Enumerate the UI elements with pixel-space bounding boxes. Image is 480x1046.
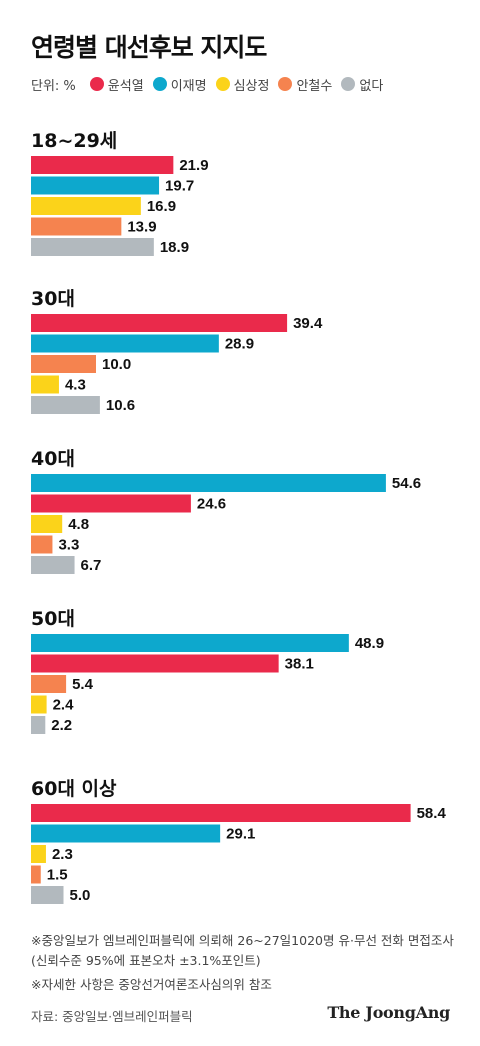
bar	[31, 396, 100, 414]
bar-value-label: 58.4	[417, 805, 447, 822]
bar-value-label: 4.8	[68, 516, 89, 533]
bar-value-label: 2.2	[51, 717, 72, 734]
group-label: 30대	[31, 288, 75, 310]
bar	[31, 716, 46, 734]
bar-value-label: 1.5	[47, 867, 68, 884]
legend-label: 없다	[359, 78, 384, 94]
bar	[31, 675, 67, 693]
bar-value-label: 19.7	[165, 178, 194, 195]
bar	[31, 474, 386, 492]
chart-title: 연령별 대선후보 지지도	[31, 33, 267, 62]
bar-value-label: 3.3	[58, 537, 79, 554]
bar	[31, 238, 154, 256]
bar-chart: 18~29세 21.9 19.7 16.9 13.918.9 30대 39.4 28.9 10.…	[31, 130, 447, 904]
legend-swatch	[89, 77, 104, 91]
legend-swatch	[341, 77, 356, 91]
bar-value-label: 5.0	[70, 887, 91, 904]
brand-logo: The JoongAng	[327, 1003, 450, 1022]
bar-value-label: 38.1	[285, 656, 314, 673]
footnotes: ※중앙일보가 엠브레인퍼블릭에 의뢰해 26~27일1020명 유·무선 전화 …	[31, 931, 461, 995]
legend-item-yoon: 윤석열	[89, 75, 144, 94]
bar	[31, 824, 221, 843]
bar-value-label: 10.0	[102, 356, 131, 373]
legend-swatch	[278, 77, 293, 91]
bar-value-label: 18.9	[160, 239, 189, 256]
bar	[31, 355, 96, 373]
bar-value-label: 13.9	[127, 219, 156, 236]
bar-value-label: 39.4	[293, 315, 323, 332]
bar-value-label: 5.4	[72, 676, 94, 693]
legend-item-sim: 심상정	[215, 75, 270, 94]
legend-swatch	[215, 77, 230, 91]
legend-label: 심상정	[233, 78, 270, 94]
legend-item-none: 없다	[341, 75, 383, 94]
bar	[31, 804, 411, 822]
legend: 단위: % 윤석열 이재명 심상정 안철수 없다	[31, 73, 392, 95]
bar	[31, 535, 53, 554]
legend-label: 안철수	[296, 78, 333, 94]
group-label: 50대	[31, 608, 75, 630]
bar-value-label: 48.9	[355, 635, 384, 652]
group-label: 40대	[31, 448, 75, 470]
legend-label: 윤석열	[107, 78, 144, 94]
bar-value-label: 16.9	[147, 198, 176, 215]
bar-value-label: 28.9	[225, 336, 254, 353]
bar	[31, 556, 75, 574]
bar	[31, 865, 41, 884]
unit-label: 단위: %	[31, 78, 76, 94]
legend-item-ahn: 안철수	[278, 75, 332, 94]
bar	[31, 515, 63, 533]
bar-value-label: 2.4	[53, 697, 75, 714]
bar	[31, 334, 219, 353]
bar	[31, 845, 46, 863]
bar-value-label: 6.7	[81, 557, 102, 574]
bar-value-label: 21.9	[179, 157, 208, 174]
group-label: 18~29세	[31, 130, 117, 152]
bar	[31, 197, 141, 215]
bar	[31, 654, 279, 673]
legend-swatch	[152, 77, 167, 91]
bar	[31, 634, 349, 652]
bar-value-label: 2.3	[52, 846, 73, 863]
source-credit: 자료: 중앙일보·엠브레인퍼블릭	[31, 1009, 193, 1024]
bar	[31, 314, 288, 332]
bar-value-label: 24.6	[197, 496, 226, 513]
bar-value-label: 29.1	[226, 826, 255, 843]
bar-value-label: 54.6	[392, 475, 421, 492]
bar	[31, 156, 174, 174]
footnote-reference: ※자세한 사항은 중앙선거여론조사심의위 참조	[31, 977, 272, 992]
bar	[31, 886, 64, 904]
footnote-survey: ※중앙일보가 엠브레인퍼블릭에 의뢰해 26~27일1020명 유·무선 전화 …	[31, 933, 454, 968]
bar	[31, 176, 160, 195]
bar-value-label: 4.3	[65, 377, 86, 394]
bar	[31, 375, 59, 394]
bar	[31, 695, 47, 714]
bar	[31, 494, 191, 513]
bar-value-label: 10.6	[106, 397, 135, 414]
group-label: 60대 이상	[31, 778, 117, 800]
bar	[31, 217, 122, 236]
legend-item-lee: 이재명	[152, 75, 207, 94]
legend-label: 이재명	[170, 78, 207, 94]
